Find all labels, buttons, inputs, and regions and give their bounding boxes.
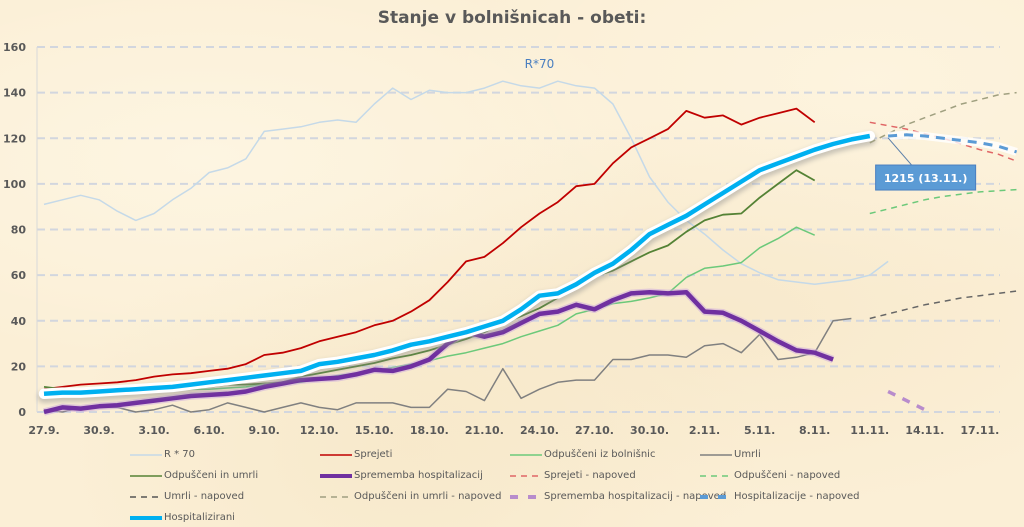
series-line-umrli xyxy=(43,317,852,413)
series-line-hospitalizacije-napoved xyxy=(888,133,1018,154)
legend-label: Odpuščeni - napoved xyxy=(734,470,841,481)
chart-title: Stanje v bolnišnicah - obeti: xyxy=(377,8,647,28)
series-line-sprejeti-napoved xyxy=(869,121,1017,162)
legend-label: R * 70 xyxy=(164,449,196,460)
series-line-r-70 xyxy=(43,80,889,286)
callout-label: 1215 (13.11.) xyxy=(884,172,967,185)
legend-swatch xyxy=(510,474,542,477)
series-line-odpu-eni-napoved xyxy=(869,188,1017,215)
x-tick-label: 5.11. xyxy=(744,424,775,437)
y-tick-label: 0 xyxy=(18,406,26,419)
callout-box xyxy=(875,164,977,191)
x-tick-label: 14.11. xyxy=(905,424,944,437)
legend-label: Sprememba hospitalizacij xyxy=(354,470,483,481)
legend-swatch xyxy=(700,474,732,477)
legend-item: Hospitalizirani xyxy=(130,509,320,526)
y-tick-label: 160 xyxy=(3,41,26,54)
legend-swatch xyxy=(320,473,352,478)
chart-plot: 0 20 40 60 80 100 120 140 160 27.9. 30.9. 3.10. 6.10… xyxy=(3,41,1018,437)
y-tick-label: 100 xyxy=(3,178,26,191)
x-tick-label: 8.11. xyxy=(799,424,830,437)
series-line-sprememba-hospitalizacij xyxy=(43,289,834,415)
legend-swatch xyxy=(130,453,162,456)
legend-item: Hospitalizacije - napoved xyxy=(700,488,890,505)
gridlines xyxy=(37,46,1000,413)
x-tick-label: 3.10. xyxy=(138,424,169,437)
legend-item: Sprejeti - napoved xyxy=(510,467,700,484)
legend-item: Sprejeti xyxy=(320,446,510,463)
x-tick-label: 15.10. xyxy=(355,424,394,437)
legend-label: Sprejeti - napoved xyxy=(544,470,636,481)
legend-label: Sprejeti xyxy=(354,449,393,460)
x-tick-label: 24.10. xyxy=(520,424,559,437)
annotations: R*70 1215 (13.11.) xyxy=(525,57,977,191)
legend-item: Umrli xyxy=(700,446,890,463)
legend-item: Odpuščeni iz bolnišnic xyxy=(510,446,700,463)
legend-swatch xyxy=(510,453,542,456)
legend: R * 70 Sprejeti Odpuščeni iz bolnišnic Umrl… xyxy=(130,446,890,526)
x-tick-label: 18.10. xyxy=(410,424,449,437)
series-halo-hospitalizacije-napoved xyxy=(887,130,1018,156)
y-tick-label: 140 xyxy=(3,87,26,100)
y-tick-label: 20 xyxy=(11,360,27,373)
series-line-sprememba-hospitalizacij-napoved xyxy=(887,389,926,412)
legend-label: Sprememba hospitalizacij - napoved xyxy=(544,491,727,502)
legend-label: Odpuščeni in umrli - napoved xyxy=(354,491,502,502)
axes: 0 20 40 60 80 100 120 140 160 27.9. 30.9. 3.10. 6.10… xyxy=(3,41,999,437)
x-tick-label: 17.11. xyxy=(960,424,999,437)
x-tick-label: 30.10. xyxy=(630,424,669,437)
legend-item: Umrli - napoved xyxy=(130,488,320,505)
legend-swatch xyxy=(700,494,732,499)
legend-swatch xyxy=(130,474,162,477)
x-tick-label: 30.9. xyxy=(83,424,114,437)
series-line-odpu-eni-in-umrli-napoved xyxy=(869,91,1017,144)
callout-leader xyxy=(887,137,913,166)
y-tick-label: 40 xyxy=(11,315,27,328)
x-tick-label: 21.10. xyxy=(465,424,504,437)
legend-label: Odpuščeni iz bolnišnic xyxy=(544,449,656,460)
legend-label: Hospitalizirani xyxy=(164,512,235,523)
x-tick-label: 27.9. xyxy=(28,424,59,437)
legend-swatch xyxy=(510,494,542,499)
legend-label: Odpuščeni in umrli xyxy=(164,470,259,481)
legend-swatch xyxy=(130,495,162,498)
series-line-sprejeti xyxy=(43,107,816,391)
annotation-label: R*70 xyxy=(525,57,555,71)
y-tick-label: 80 xyxy=(11,224,27,237)
x-tick-label: 12.10. xyxy=(300,424,339,437)
legend-item: Odpuščeni in umrli xyxy=(130,467,320,484)
x-tick-label: 27.10. xyxy=(575,424,614,437)
legend-item: R * 70 xyxy=(130,446,320,463)
legend-item: Sprememba hospitalizacij - napoved xyxy=(510,488,726,505)
x-tick-label: 9.10. xyxy=(249,424,280,437)
y-tick-label: 120 xyxy=(3,132,26,145)
legend-swatch xyxy=(320,453,352,456)
legend-swatch xyxy=(320,495,352,498)
series-line-umrli-napoved xyxy=(869,290,1017,320)
legend-item: Odpuščeni - napoved xyxy=(700,467,890,484)
legend-item: Odpuščeni in umrli - napoved xyxy=(320,488,510,505)
y-tick-label: 60 xyxy=(11,269,27,282)
legend-label: Hospitalizacije - napoved xyxy=(734,491,860,502)
legend-label: Umrli - napoved xyxy=(164,491,245,502)
legend-label: Umrli xyxy=(734,449,761,460)
series-line-hospitalizirani xyxy=(43,133,871,397)
legend-item: Sprememba hospitalizacij xyxy=(320,467,510,484)
legend-swatch xyxy=(700,453,732,456)
series-lines xyxy=(37,80,1018,416)
x-tick-label: 11.11. xyxy=(850,424,889,437)
x-tick-label: 2.11. xyxy=(689,424,720,437)
legend-swatch xyxy=(130,515,162,520)
x-tick-label: 6.10. xyxy=(193,424,224,437)
